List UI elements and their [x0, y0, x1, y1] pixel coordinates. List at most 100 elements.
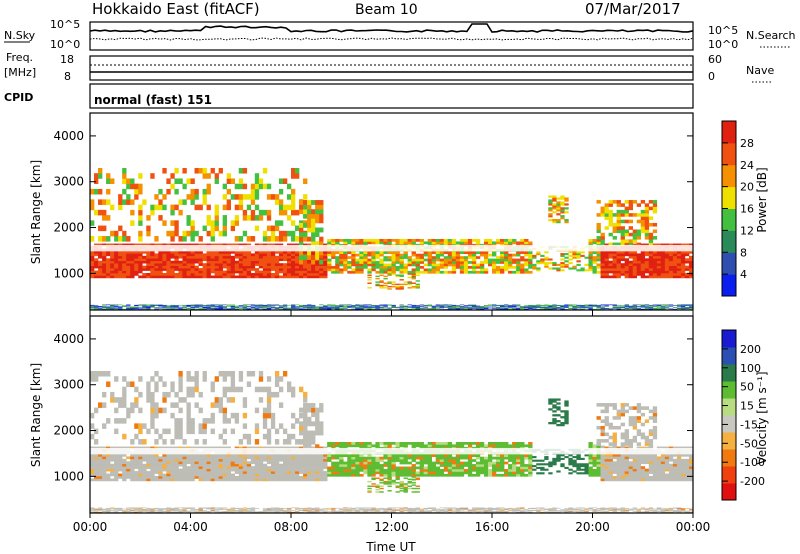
range-cell [319, 308, 324, 310]
range-cell [620, 213, 625, 217]
range-cell [238, 511, 244, 513]
range-cell [644, 306, 650, 307]
range-cell [186, 376, 191, 382]
range-cell [291, 258, 296, 262]
range-cell [680, 307, 686, 309]
range-cell [299, 308, 304, 310]
range-cell [471, 304, 477, 306]
range-cell [234, 306, 240, 308]
range-cell [363, 256, 368, 259]
range-cell [266, 255, 272, 259]
range-cell [270, 260, 276, 264]
range-cell [528, 307, 533, 308]
range-cell [230, 458, 236, 462]
range-cell [291, 220, 296, 226]
range-cell [367, 307, 372, 309]
range-cell [246, 433, 252, 440]
range-cell [548, 209, 553, 212]
range-cell [230, 468, 236, 472]
range-cell [226, 258, 231, 262]
range-cell [411, 241, 416, 245]
range-cell [672, 258, 678, 262]
range-cell [118, 307, 123, 308]
range-cell [282, 305, 288, 306]
range-cell [379, 251, 384, 255]
range-cell [652, 229, 658, 234]
range-cell [122, 270, 127, 274]
range-cell [399, 268, 404, 272]
range-cell [668, 304, 674, 306]
range-cell [254, 263, 260, 266]
range-cell [186, 270, 191, 274]
range-cell [295, 439, 300, 445]
range-cell [186, 215, 191, 221]
range-cell [94, 511, 99, 513]
range-cell [150, 509, 155, 511]
range-cell [170, 173, 175, 179]
range-cell [540, 254, 545, 257]
range-cell [166, 456, 171, 460]
y-tick-label: 1000 [53, 266, 84, 280]
range-cell [632, 307, 638, 309]
range-cell [471, 306, 477, 308]
range-cell [628, 255, 633, 259]
range-cell [158, 466, 163, 469]
range-cell [564, 256, 569, 259]
range-cell [632, 236, 638, 240]
range-cell [238, 268, 244, 271]
range-cell [508, 241, 513, 245]
range-cell [632, 250, 638, 254]
cpid-panel: CPID normal (fast) 151 [4, 83, 694, 109]
range-cell [138, 510, 143, 512]
range-cell [395, 265, 400, 269]
range-cell [291, 510, 296, 511]
range-cell [684, 268, 690, 271]
range-cell [214, 468, 219, 472]
range-cell [278, 468, 284, 472]
range-cell [170, 306, 175, 308]
range-cell [118, 509, 123, 511]
range-cell [459, 306, 465, 307]
range-cell [174, 507, 179, 509]
range-cell [375, 308, 380, 310]
range-cell [291, 255, 296, 259]
range-cell [560, 254, 565, 257]
range-cell [270, 463, 276, 467]
range-cell [178, 178, 183, 184]
range-cell [130, 209, 135, 216]
range-cell [676, 307, 682, 309]
range-cell [262, 270, 268, 274]
range-cell [431, 306, 437, 308]
range-cell [154, 381, 159, 387]
range-cell [274, 260, 280, 264]
range-cell [90, 412, 95, 419]
range-cell [266, 225, 272, 232]
range-cell [624, 200, 629, 204]
range-cell [383, 270, 388, 274]
range-cell [254, 305, 260, 307]
range-cell [343, 307, 348, 308]
range-cell [508, 305, 513, 307]
range-cell [150, 265, 155, 269]
range-cell [186, 428, 191, 435]
range-cell [664, 265, 670, 269]
range-cell [210, 305, 215, 307]
range-cell [295, 510, 300, 512]
range-cell [367, 258, 372, 262]
range-cell [351, 251, 356, 255]
range-cell [367, 287, 372, 289]
range-cell [600, 206, 605, 211]
range-cell [146, 305, 151, 306]
range-cell [186, 220, 191, 226]
range-cell [206, 473, 211, 477]
range-cell [130, 473, 135, 477]
range-cell [194, 370, 199, 377]
range-cell [186, 306, 191, 308]
range-cell [435, 265, 441, 269]
range-cell [419, 261, 424, 264]
range-cell [588, 241, 593, 245]
range-cell [295, 209, 300, 216]
range-cell [166, 260, 171, 264]
range-cell [624, 304, 629, 306]
range-cell [431, 307, 437, 309]
